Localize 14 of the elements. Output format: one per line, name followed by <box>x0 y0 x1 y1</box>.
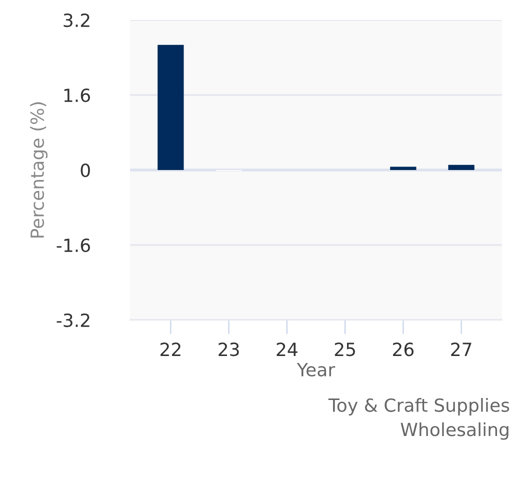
y-tick-label: -3.2 <box>56 313 90 328</box>
text: Toy & Craft Supplies Wholesaling <box>328 398 510 440</box>
y-tick-label: -1.6 <box>56 238 90 252</box>
y-axis-title: Percentage (%) <box>30 102 48 238</box>
x-tick-label: 27 <box>451 342 472 356</box>
x-tick-label: 26 <box>393 342 414 356</box>
x-tick-label: 23 <box>218 342 239 356</box>
x-tick-label: 25 <box>334 342 355 356</box>
y-tick-label: 0 <box>80 163 90 178</box>
x-tick-label: 24 <box>276 342 298 356</box>
y-tick-label: 3.2 <box>64 13 90 28</box>
y-tick-label: 1.6 <box>64 88 90 102</box>
x-tick-label: 22 <box>160 342 180 356</box>
x-axis-title: Year <box>296 363 336 376</box>
